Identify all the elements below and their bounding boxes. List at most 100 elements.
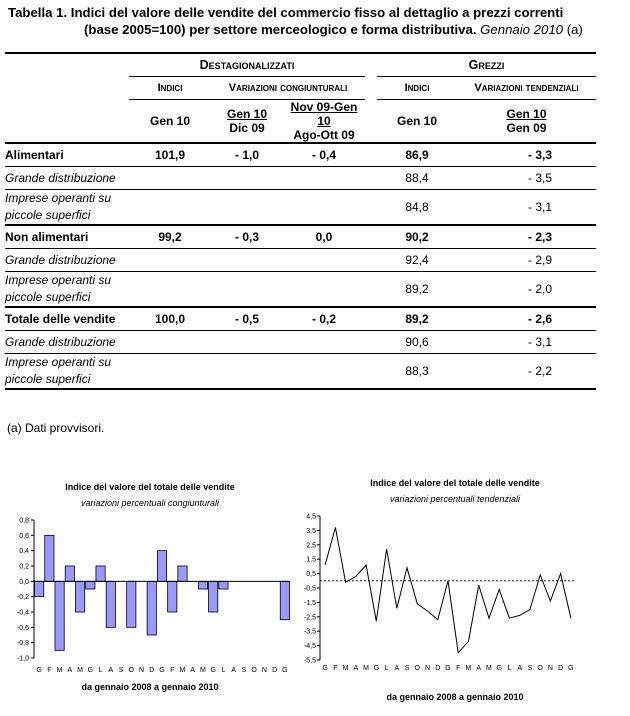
col-ago-ott: Ago-Ott 09 [293,128,355,142]
row-label: Grande distribuzione [5,253,116,267]
bar [197,580,208,590]
row-label: Imprese operanti su piccole superfici [5,191,112,222]
col-gen09: Gen 09 [506,121,547,135]
series-line [324,527,572,654]
title-note-ref: (a) [566,22,583,37]
x-tick-label: M [200,667,206,674]
cell-g-tend: - 3,5 [527,171,552,185]
cell-g-tend: - 3,1 [527,335,552,349]
bar [64,565,75,582]
y-tick-label: 0,0 [19,579,29,586]
bar [34,580,45,598]
x-tick-label: G [210,667,215,674]
x-tick-label: F [47,667,51,674]
col-gen10-gen09: Gen 10 Gen 09 [457,100,596,144]
header-var-tend: Variazioni tendenziali [457,76,596,100]
row-label: Imprese operanti su piccole superfici [5,355,112,386]
x-tick-label: M [486,665,492,672]
y-tick-label: -5,5 [304,658,316,665]
bar [218,580,229,590]
x-tick-label: N [548,665,553,672]
table-row: Totale delle vendite 100,0 - 0,5 - 0,2 8… [5,307,596,331]
cell-g-idx: 84,8 [405,200,429,214]
x-tick-label: O [129,667,135,674]
cell-g-tend: - 3,1 [527,200,552,214]
table-note: (a) Dati provvisori. [7,421,105,435]
cell-d-trim: - 0,2 [311,312,336,326]
row-label: Grande distribuzione [5,335,116,349]
col-gen10-b: Gen 10 [506,107,547,121]
x-tick-label: S [242,667,247,674]
table-row: Imprese operanti su piccole superfici 89,… [5,271,596,308]
header-period-row: Gen 10 Gen 10 Dic 09 Nov 09-Gen 10 Ago-O… [5,100,596,144]
x-tick-label: N [262,667,267,674]
x-tick-label: L [507,665,511,672]
bar [85,580,96,590]
chart2-title: Indice del valore del totale delle vendi… [370,478,540,488]
chart1-title: Indice del valore del totale delle vendi… [65,482,235,492]
row-label: Non alimentari [5,230,89,244]
x-tick-label: S [528,665,533,672]
y-tick-label: -0,5 [304,586,316,593]
title-line2: (base 2005=100) per settore merceologico… [84,22,477,37]
chart2-xlabel: da gennaio 2008 a gennaio 2010 [386,692,524,702]
x-tick-label: G [568,665,573,672]
bar [54,580,65,651]
x-tick-label: M [466,665,472,672]
row-label: Imprese operanti su piccole superfici [5,273,112,304]
y-tick-label: -4,5 [304,643,316,650]
x-tick-label: F [456,665,460,672]
bar [105,580,116,628]
y-tick-label: 0,2 [19,564,29,571]
cell-g-idx: 86,9 [405,148,429,162]
x-tick-label: A [394,665,399,672]
header-destagionalizzati: Destagionalizzati [129,53,365,77]
x-tick-label: G [159,667,164,674]
table-row: Grande distribuzione 92,4 - 2,9 [5,248,596,272]
chart-congiunturali: Indice del valore del totale delle vendi… [0,476,300,716]
y-tick-label: 0,5 [306,571,316,578]
cell-g-idx: 92,4 [405,253,429,267]
x-tick-label: M [363,665,369,672]
x-tick-label: M [77,667,83,674]
bar [146,580,157,636]
row-label: Grande distribuzione [5,171,116,185]
cell-g-tend: - 2,2 [527,364,552,378]
col-gen10-dic09: Gen 10 Dic 09 [211,100,283,144]
y-tick-label: -0,6 [17,625,29,632]
cell-g-tend: - 2,3 [527,230,552,244]
cell-g-idx: 90,6 [405,335,429,349]
y-tick-label: 0,8 [19,518,29,525]
bar [126,580,137,628]
cell-g-idx: 88,4 [405,171,429,185]
x-tick-label: D [272,667,277,674]
bar [208,580,219,613]
x-tick-label: M [343,665,349,672]
x-tick-label: L [99,667,103,674]
bar-chart-svg: 0,80,60,40,20,0-0,2-0,4-0,6-0,8-1,0G F M A M… [17,518,290,674]
cell-d-trim: 0,0 [315,230,333,244]
x-tick-label: G [282,667,287,674]
chart2-subtitle: variazioni percentuali tendenziali [389,494,521,504]
y-tick-label: 3,5 [306,528,316,535]
bar [75,580,86,613]
x-tick-label: D [435,665,440,672]
row-label: Totale delle vendite [5,312,116,326]
x-tick-label: A [231,667,236,674]
cell-d-idx: 101,9 [154,148,186,162]
header-indici-grezzi: Indici [377,76,457,100]
x-tick-label: M [180,667,186,674]
x-tick-label: N [425,665,430,672]
x-tick-label: L [221,667,225,674]
x-tick-label: G [496,665,501,672]
x-tick-label: G [445,665,450,672]
x-tick-label: G [374,665,379,672]
x-tick-label: A [68,667,73,674]
y-tick-label: 1,5 [306,557,316,564]
header-var-cong: Variazioni congiunturali [211,76,365,100]
cell-g-idx: 89,2 [405,282,429,296]
table-row: Imprese operanti su piccole superfici 84,… [5,189,596,226]
x-tick-label: D [149,667,154,674]
x-tick-label: G [322,665,327,672]
x-tick-label: O [251,667,257,674]
